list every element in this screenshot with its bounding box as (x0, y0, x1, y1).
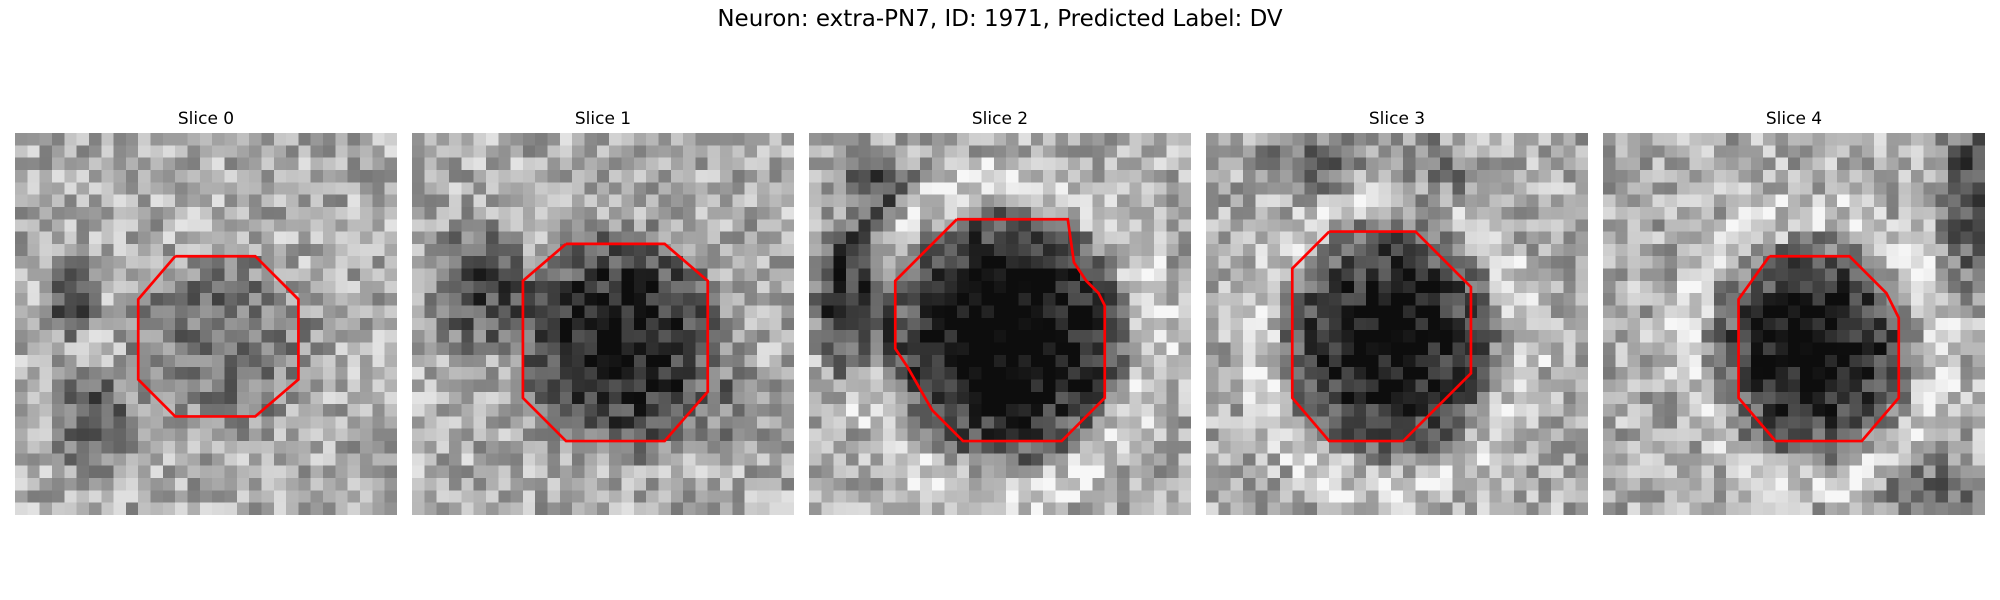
roi-outline-0 (136, 254, 300, 418)
slice-panel-4: Slice 4 (1603, 108, 1985, 515)
slice-pixels-4 (1603, 133, 1985, 515)
slice-image-0 (15, 133, 397, 515)
slice-title-4: Slice 4 (1765, 109, 1823, 129)
roi-outline-3 (1290, 230, 1473, 443)
slice-title-2: Slice 2 (971, 109, 1029, 129)
slice-image-svg-3 (1206, 133, 1588, 515)
slice-image-svg-1 (412, 133, 794, 515)
slice-pixels-3 (1206, 133, 1588, 515)
slice-image-4 (1603, 133, 1985, 515)
slice-image-3 (1206, 133, 1588, 515)
roi-outline-4 (1737, 254, 1901, 443)
slice-image-svg-4 (1603, 133, 1985, 515)
slice-title-1: Slice 1 (574, 109, 632, 129)
slice-title-0: Slice 0 (177, 109, 235, 129)
slice-pixels-2 (809, 133, 1191, 515)
slice-pixels-0 (15, 133, 397, 515)
slice-image-svg-2 (809, 133, 1191, 515)
roi-outline-2 (893, 217, 1107, 443)
slice-panel-2: Slice 2 (809, 108, 1191, 515)
slice-panel-1: Slice 1 (412, 108, 794, 515)
slice-image-1 (412, 133, 794, 515)
slice-title-3: Slice 3 (1368, 109, 1426, 129)
slice-pixels-1 (412, 133, 794, 515)
roi-outline-1 (521, 242, 710, 443)
slice-image-svg-0 (15, 133, 397, 515)
slice-panel-0: Slice 0 (15, 108, 397, 515)
figure-title: Neuron: extra-PN7, ID: 1971, Predicted L… (717, 6, 1283, 32)
slice-panel-3: Slice 3 (1206, 108, 1588, 515)
slice-image-2 (809, 133, 1191, 515)
